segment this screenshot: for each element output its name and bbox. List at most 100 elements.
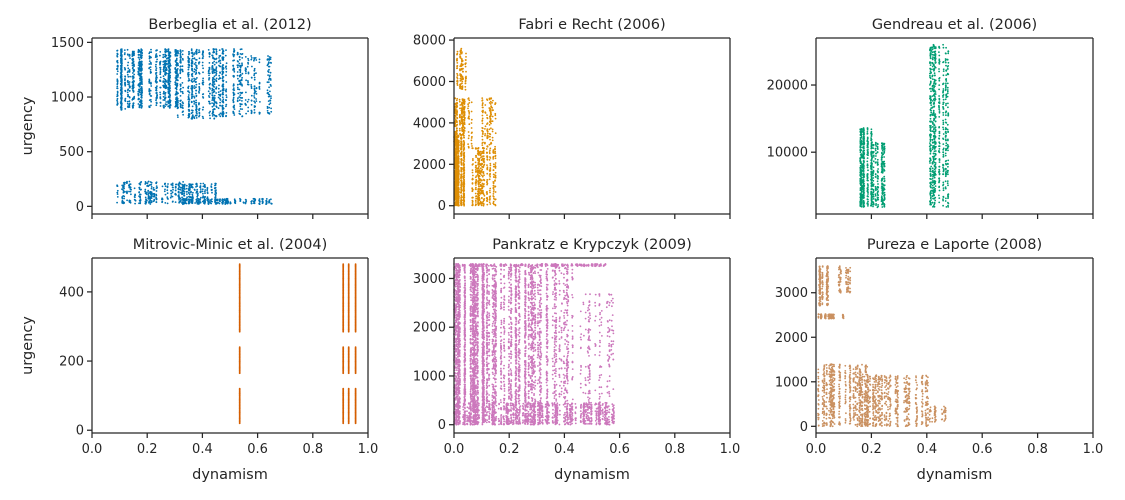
data-point bbox=[202, 79, 204, 82]
data-point bbox=[494, 198, 496, 201]
data-point bbox=[131, 55, 134, 57]
data-point bbox=[866, 160, 869, 163]
data-point bbox=[471, 196, 474, 199]
data-point bbox=[236, 60, 239, 62]
data-point bbox=[214, 193, 216, 196]
data-point bbox=[456, 142, 459, 144]
data-point bbox=[191, 73, 193, 76]
data-point bbox=[221, 96, 224, 99]
data-point bbox=[159, 68, 162, 71]
data-point bbox=[211, 94, 214, 97]
data-point bbox=[460, 155, 462, 158]
data-point bbox=[127, 61, 130, 64]
data-point bbox=[456, 152, 458, 155]
data-point bbox=[480, 184, 483, 187]
data-point bbox=[155, 69, 157, 71]
data-point bbox=[179, 65, 182, 68]
data-point bbox=[490, 122, 492, 125]
data-point bbox=[266, 109, 269, 112]
data-point bbox=[179, 58, 182, 60]
data-point bbox=[859, 202, 862, 205]
data-point bbox=[268, 78, 270, 81]
data-point bbox=[475, 201, 477, 203]
data-point bbox=[258, 82, 261, 85]
data-point bbox=[467, 143, 469, 146]
data-point bbox=[128, 83, 131, 85]
data-point bbox=[198, 83, 201, 85]
data-point bbox=[240, 53, 243, 56]
data-point bbox=[250, 112, 253, 115]
data-point bbox=[480, 191, 482, 193]
data-point bbox=[211, 105, 214, 108]
data-point bbox=[222, 88, 225, 90]
y-tick-label: 4000 bbox=[413, 116, 446, 131]
data-point bbox=[482, 155, 485, 158]
data-point bbox=[198, 114, 201, 117]
data-point bbox=[177, 49, 179, 52]
data-point bbox=[179, 199, 182, 202]
data-point bbox=[456, 204, 458, 207]
data-point bbox=[144, 183, 147, 185]
data-point bbox=[116, 49, 118, 52]
data-point bbox=[155, 74, 158, 77]
data-point bbox=[461, 64, 464, 66]
data-point bbox=[474, 188, 477, 191]
data-point bbox=[459, 56, 461, 58]
y-tick-label: 6000 bbox=[413, 75, 446, 90]
data-point bbox=[233, 93, 236, 96]
data-point bbox=[184, 199, 187, 202]
data-point bbox=[169, 71, 172, 74]
data-point bbox=[203, 202, 205, 205]
data-point bbox=[139, 100, 142, 102]
data-point bbox=[116, 93, 119, 96]
data-point bbox=[153, 189, 156, 191]
data-point bbox=[162, 60, 165, 63]
data-point bbox=[486, 203, 489, 206]
data-point bbox=[239, 108, 242, 110]
data-point bbox=[168, 98, 171, 101]
data-point bbox=[460, 186, 462, 189]
data-point bbox=[488, 135, 491, 138]
data-point bbox=[198, 62, 200, 65]
data-point bbox=[460, 145, 463, 148]
data-point bbox=[182, 113, 185, 116]
data-point bbox=[120, 48, 122, 51]
data-point bbox=[208, 102, 211, 105]
data-point bbox=[156, 55, 158, 57]
data-point bbox=[137, 64, 140, 66]
data-point bbox=[163, 82, 166, 85]
data-point bbox=[138, 58, 141, 61]
data-point bbox=[246, 65, 249, 68]
data-point bbox=[225, 70, 228, 73]
data-point bbox=[176, 84, 179, 87]
data-point bbox=[121, 188, 123, 191]
data-point bbox=[193, 79, 196, 81]
data-point bbox=[486, 167, 489, 170]
data-point bbox=[122, 186, 125, 189]
data-point bbox=[464, 82, 467, 84]
data-point bbox=[191, 57, 194, 60]
data-point bbox=[208, 114, 211, 117]
data-point bbox=[483, 158, 485, 160]
data-point bbox=[194, 101, 197, 104]
data-point bbox=[212, 68, 215, 71]
data-point bbox=[463, 140, 465, 143]
data-point bbox=[492, 99, 494, 102]
data-point bbox=[463, 166, 466, 169]
data-point bbox=[147, 194, 150, 196]
data-point bbox=[488, 174, 491, 176]
data-point bbox=[250, 85, 253, 88]
data-point bbox=[462, 178, 465, 180]
data-point bbox=[239, 103, 242, 105]
data-point bbox=[221, 105, 224, 107]
data-point bbox=[483, 183, 485, 185]
data-point bbox=[177, 116, 179, 118]
data-point bbox=[124, 68, 126, 71]
data-point bbox=[468, 113, 471, 115]
data-point bbox=[478, 178, 481, 181]
data-point bbox=[168, 78, 171, 81]
data-point bbox=[149, 197, 151, 200]
data-point bbox=[253, 95, 256, 97]
data-point bbox=[168, 82, 170, 84]
data-point bbox=[213, 75, 216, 78]
